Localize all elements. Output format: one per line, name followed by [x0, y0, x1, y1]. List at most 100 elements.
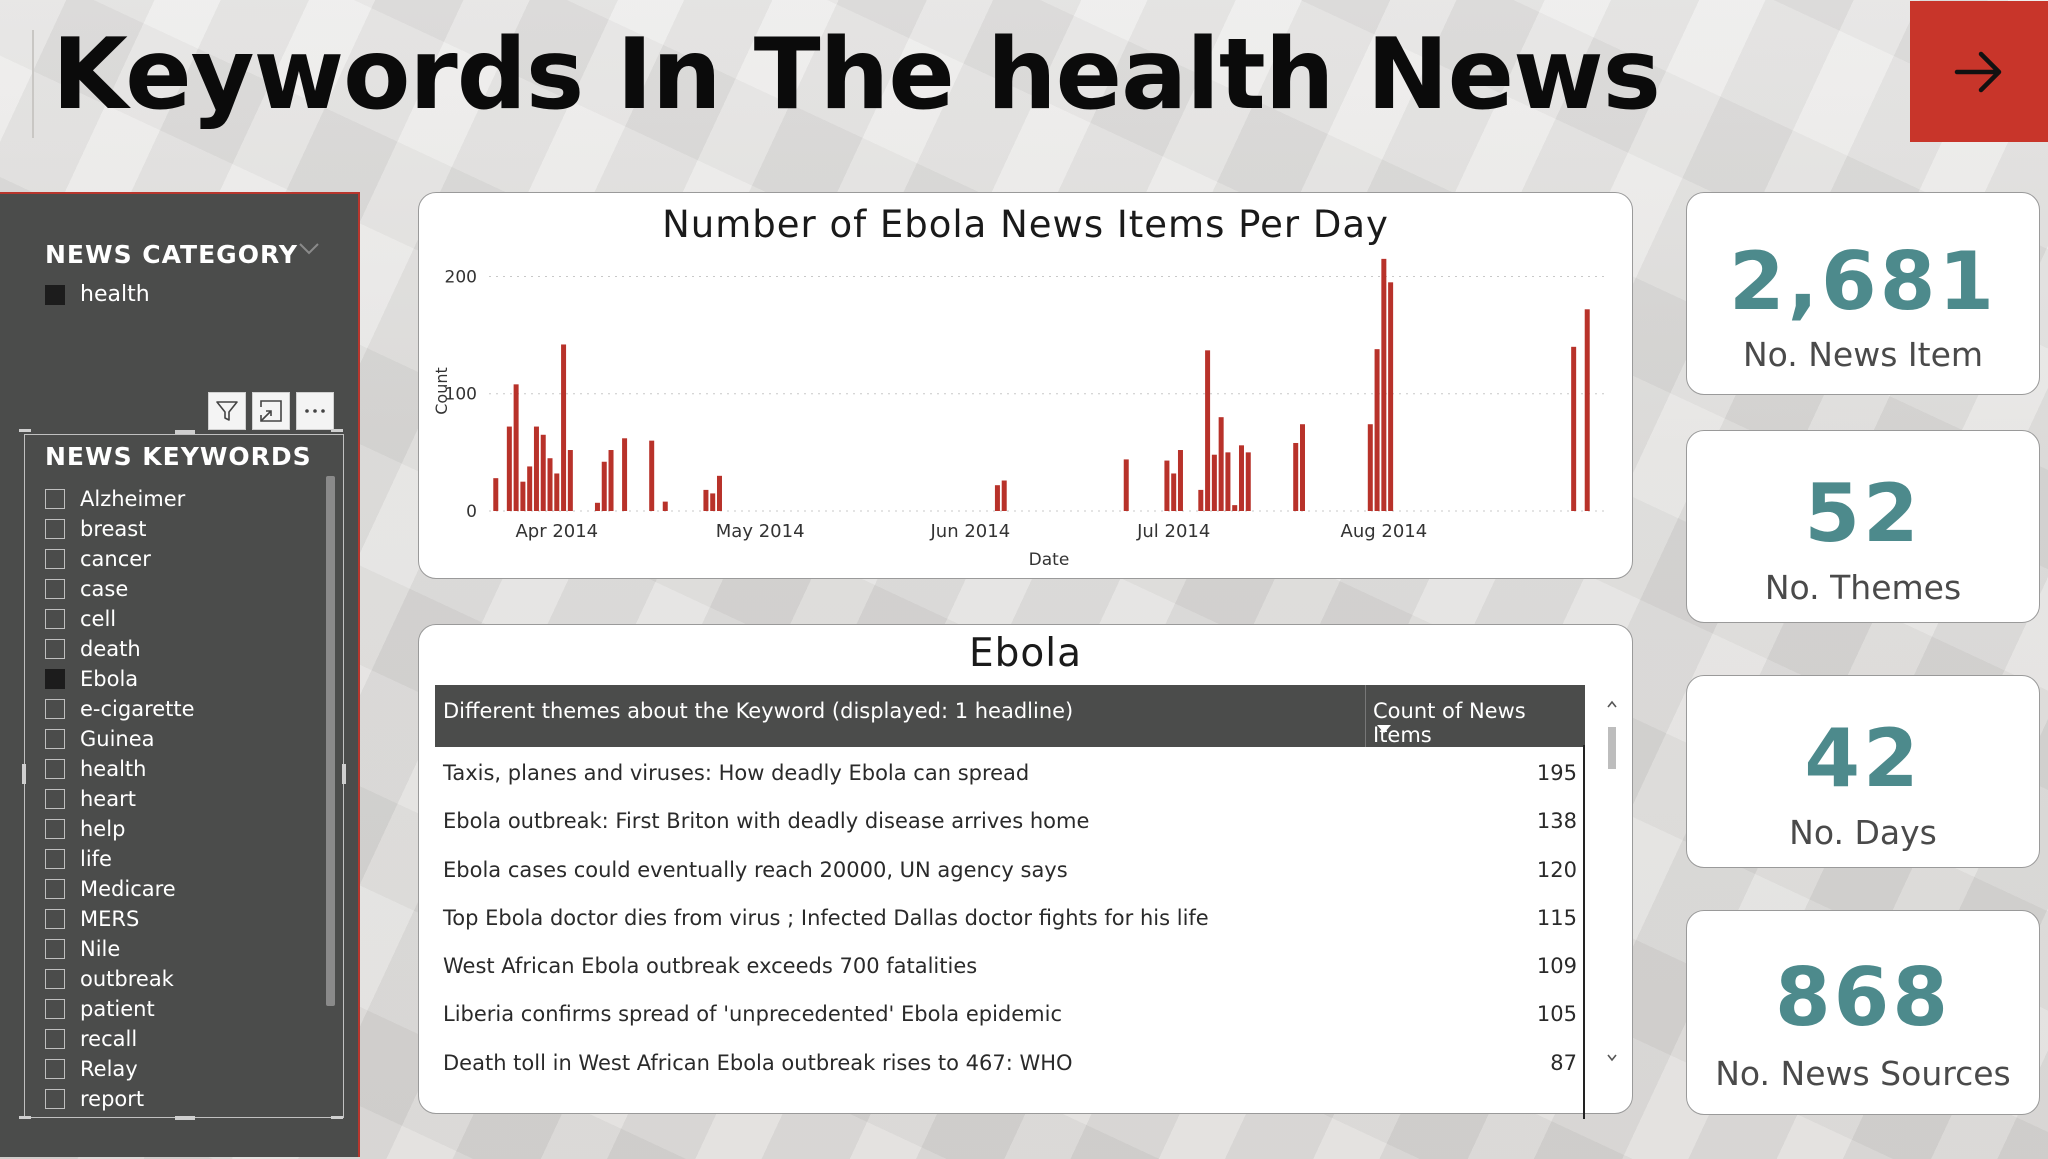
table-row[interactable]: West African Ebola outbreak exceeds 700 …	[435, 942, 1585, 990]
bar[interactable]	[506, 426, 512, 511]
more-options-button[interactable]	[296, 392, 334, 430]
bar[interactable]	[649, 440, 655, 511]
bar[interactable]	[1164, 460, 1170, 511]
bar[interactable]	[1381, 258, 1387, 511]
keyword-checkbox[interactable]	[45, 879, 65, 899]
bar[interactable]	[1299, 424, 1305, 511]
keyword-checkbox[interactable]	[45, 909, 65, 929]
keyword-item[interactable]: MERS	[45, 904, 195, 934]
keyword-item[interactable]: Nile	[45, 934, 195, 964]
keyword-item[interactable]: health	[45, 754, 195, 784]
bar[interactable]	[1388, 282, 1394, 511]
bar[interactable]	[1238, 445, 1244, 511]
table-row[interactable]: Death toll in West African Ebola outbrea…	[435, 1039, 1585, 1087]
table-row[interactable]: Liberia confirms spread of 'unprecedente…	[435, 990, 1585, 1038]
bar[interactable]	[1571, 346, 1577, 511]
keyword-item[interactable]: patient	[45, 994, 195, 1024]
keyword-checkbox[interactable]	[45, 549, 65, 569]
bar[interactable]	[561, 344, 567, 511]
resize-handle[interactable]	[19, 1116, 31, 1119]
bar[interactable]	[1374, 349, 1380, 511]
bar[interactable]	[547, 458, 553, 511]
bar[interactable]	[1171, 473, 1177, 511]
resize-handle[interactable]	[175, 430, 195, 434]
keyword-checkbox[interactable]	[45, 819, 65, 839]
keyword-checkbox[interactable]	[45, 639, 65, 659]
keyword-item[interactable]: help	[45, 814, 195, 844]
keyword-item[interactable]: cancer	[45, 544, 195, 574]
bar[interactable]	[1232, 505, 1238, 511]
keyword-checkbox[interactable]	[45, 699, 65, 719]
bar[interactable]	[567, 450, 573, 511]
resize-handle[interactable]	[19, 429, 31, 432]
category-item-health[interactable]: health	[45, 282, 150, 307]
column-header-count[interactable]: Count of News Items	[1373, 699, 1526, 747]
bar[interactable]	[540, 434, 546, 511]
keyword-item[interactable]: heart	[45, 784, 195, 814]
keyword-item[interactable]: outbreak	[45, 964, 195, 994]
bar[interactable]	[594, 502, 600, 511]
bar[interactable]	[1584, 309, 1590, 511]
bar[interactable]	[1293, 442, 1299, 511]
keyword-checkbox[interactable]	[45, 579, 65, 599]
keyword-checkbox[interactable]	[45, 759, 65, 779]
resize-handle[interactable]	[331, 1116, 343, 1119]
bar[interactable]	[716, 475, 722, 511]
bar[interactable]	[608, 450, 614, 511]
keyword-item[interactable]: Guinea	[45, 724, 195, 754]
keyword-checkbox[interactable]	[45, 609, 65, 629]
resize-handle[interactable]	[342, 764, 346, 784]
table-row[interactable]: Top Ebola doctor dies from virus ; Infec…	[435, 894, 1585, 942]
bar[interactable]	[554, 473, 560, 511]
keyword-item[interactable]: report	[45, 1084, 195, 1114]
bar[interactable]	[1198, 489, 1204, 511]
bar[interactable]	[1001, 480, 1007, 511]
keyword-list-scrollbar[interactable]	[326, 476, 335, 1006]
table-scrollbar[interactable]	[1605, 685, 1619, 1075]
bar[interactable]	[662, 501, 668, 511]
bar[interactable]	[1225, 452, 1231, 511]
bar[interactable]	[520, 481, 526, 511]
bar[interactable]	[527, 466, 533, 511]
bar[interactable]	[703, 489, 709, 511]
keyword-item[interactable]: death	[45, 634, 195, 664]
bar[interactable]	[513, 384, 519, 511]
bar[interactable]	[994, 485, 1000, 511]
bar[interactable]	[1211, 454, 1217, 511]
keyword-checkbox[interactable]	[45, 1059, 65, 1079]
keyword-item[interactable]: Alzheimer	[45, 484, 195, 514]
bar[interactable]	[1177, 450, 1183, 511]
resize-handle[interactable]	[175, 1116, 195, 1120]
bar[interactable]	[622, 438, 628, 511]
next-page-button[interactable]	[1910, 1, 2048, 142]
table-row[interactable]: Taxis, planes and viruses: How deadly Eb…	[435, 749, 1585, 797]
resize-handle[interactable]	[331, 429, 343, 432]
keyword-item[interactable]: breast	[45, 514, 195, 544]
category-checkbox[interactable]	[45, 284, 65, 305]
keyword-checkbox[interactable]	[45, 939, 65, 959]
column-header-themes[interactable]: Different themes about the Keyword (disp…	[443, 699, 1074, 723]
bar[interactable]	[1218, 417, 1224, 511]
keyword-item[interactable]: e-cigarette	[45, 694, 195, 724]
keyword-checkbox[interactable]	[45, 729, 65, 749]
keyword-checkbox[interactable]	[45, 489, 65, 509]
keyword-item[interactable]: life	[45, 844, 195, 874]
keyword-checkbox[interactable]	[45, 849, 65, 869]
filter-button[interactable]	[208, 392, 246, 430]
bar[interactable]	[493, 478, 499, 511]
keyword-checkbox[interactable]	[45, 999, 65, 1019]
bar[interactable]	[1367, 424, 1373, 511]
keyword-item[interactable]: case	[45, 574, 195, 604]
keyword-item[interactable]: Ebola	[45, 664, 195, 694]
table-row[interactable]: Ebola outbreak: First Briton with deadly…	[435, 797, 1585, 845]
bar[interactable]	[533, 426, 539, 511]
bar[interactable]	[1245, 452, 1251, 511]
keyword-checkbox[interactable]	[45, 669, 65, 689]
resize-handle[interactable]	[22, 764, 26, 784]
bar[interactable]	[710, 493, 716, 511]
bar[interactable]	[601, 461, 607, 511]
keyword-item[interactable]: cell	[45, 604, 195, 634]
bar[interactable]	[1205, 350, 1211, 511]
focus-mode-button[interactable]	[252, 392, 290, 430]
keyword-item[interactable]: Medicare	[45, 874, 195, 904]
